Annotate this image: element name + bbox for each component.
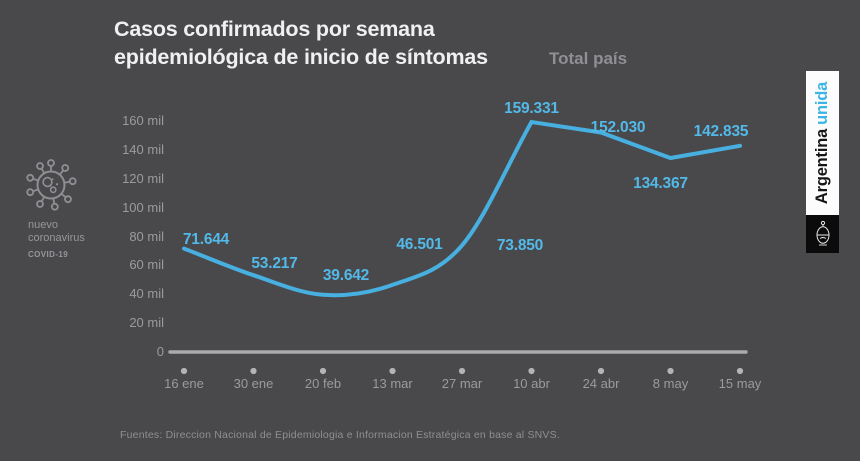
page-title: Casos confirmados por semana epidemiológ… <box>114 15 488 71</box>
coronavirus-label-line2: coronavirus <box>28 232 85 244</box>
x-axis-label: 15 may <box>718 376 762 391</box>
x-axis-label: 8 may <box>652 376 689 391</box>
coronavirus-label: nuevo coronavirus COVID-19 <box>28 219 85 261</box>
x-axis-label: 16 ene <box>164 376 204 391</box>
x-axis-tick-dot <box>458 367 466 375</box>
y-axis-label: 80 mil <box>129 228 164 244</box>
data-label: 46.501 <box>396 235 443 253</box>
x-axis-tick-dot <box>667 367 674 375</box>
data-label: 134.367 <box>633 175 688 192</box>
y-axis-label: 140 mil <box>122 141 164 157</box>
data-label: 73.850 <box>496 237 544 255</box>
argentina-unida-badge: Argentina unida <box>806 71 839 215</box>
cases-line-series <box>182 119 742 298</box>
x-axis-tick-dot <box>319 367 327 375</box>
coat-of-arms-badge <box>806 215 839 253</box>
y-axis-label: 0 <box>156 344 164 359</box>
data-label: 39.642 <box>322 266 370 284</box>
page-title-line2: epidemiológica de inicio de síntomas <box>114 45 488 69</box>
data-label: 71.644 <box>182 230 230 248</box>
y-axis-label: 100 mil <box>122 199 164 215</box>
x-axis-tick-dot <box>180 367 188 375</box>
data-label: 142.835 <box>693 122 749 140</box>
data-label: 53.217 <box>251 255 298 273</box>
y-axis-label: 120 mil <box>122 170 164 186</box>
x-axis-label: 24 abr <box>582 376 620 391</box>
x-axis-tick-dot <box>250 367 257 375</box>
source-note: Fuentes: Direccion Nacional de Epidemiol… <box>120 429 560 441</box>
coronavirus-label-line1: nuevo <box>28 219 58 231</box>
coat-of-arms-icon <box>816 220 829 246</box>
y-axis-label: 60 mil <box>129 257 164 273</box>
y-axis-label: 20 mil <box>129 315 164 331</box>
x-axis-tick-dot <box>597 367 605 375</box>
x-axis-label: 27 mar <box>441 376 483 391</box>
chart-subtitle: Total país <box>549 49 628 68</box>
data-label: 152.030 <box>590 118 646 136</box>
data-label: 159.331 <box>504 99 559 117</box>
y-axis-label: 160 mil <box>122 113 164 128</box>
x-axis-label: 10 abr <box>513 376 550 391</box>
x-axis-label: 20 feb <box>304 376 342 391</box>
x-axis-tick-dot <box>389 367 396 375</box>
covid19-label: COVID-19 <box>28 250 69 259</box>
page-title-line1: Casos confirmados por semana <box>114 17 435 41</box>
x-axis-tick-dot <box>528 367 535 375</box>
x-axis-label: 30 ene <box>233 376 274 391</box>
coronavirus-icon <box>26 159 77 211</box>
x-axis-tick-dot <box>736 367 744 375</box>
x-axis-label: 13 mar <box>372 376 413 391</box>
y-axis-label: 40 mil <box>129 286 164 302</box>
